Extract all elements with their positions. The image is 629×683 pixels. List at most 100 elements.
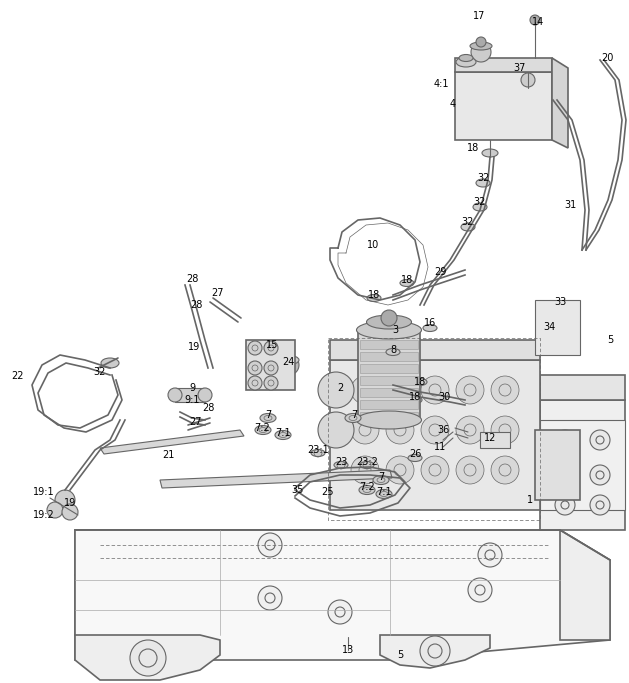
Text: 23:2: 23:2 [356,457,378,467]
Circle shape [491,456,519,484]
Ellipse shape [275,430,291,439]
Circle shape [590,495,610,515]
Ellipse shape [408,397,422,404]
Circle shape [318,412,354,448]
Text: 32: 32 [94,367,106,377]
Text: 21: 21 [162,450,174,460]
Polygon shape [455,58,552,72]
Bar [540,420,625,510]
Ellipse shape [360,462,374,469]
Circle shape [471,42,491,62]
Polygon shape [246,340,295,390]
Circle shape [264,361,278,375]
Polygon shape [75,635,220,680]
Text: 26: 26 [409,449,421,459]
Bar [175,388,205,402]
Text: 22: 22 [12,371,25,381]
Text: 2: 2 [337,383,343,393]
Circle shape [491,376,519,404]
Bar [360,388,418,397]
Text: 37: 37 [513,63,525,73]
Circle shape [420,636,450,666]
Text: 7:1: 7:1 [276,428,291,438]
Bar [360,340,418,349]
Text: 20: 20 [601,53,613,63]
Text: 23: 23 [335,457,347,467]
Polygon shape [455,72,552,140]
Text: 5: 5 [607,335,613,345]
Circle shape [590,430,610,450]
Text: 36: 36 [437,425,449,435]
Polygon shape [552,58,568,148]
Polygon shape [540,375,625,400]
Bar [360,352,418,361]
Circle shape [421,376,449,404]
Polygon shape [330,340,540,360]
Text: 18: 18 [467,143,479,153]
Circle shape [468,578,492,602]
Text: 7: 7 [378,472,384,482]
Text: 31: 31 [564,200,576,210]
Text: 34: 34 [543,322,555,332]
Bar [360,376,418,385]
Ellipse shape [376,490,392,499]
Text: 28: 28 [186,274,198,284]
Circle shape [456,456,484,484]
Text: 28: 28 [190,300,202,310]
Circle shape [318,372,354,408]
Circle shape [456,416,484,444]
Polygon shape [380,635,490,668]
Circle shape [351,456,379,484]
Text: 10: 10 [367,240,379,250]
Circle shape [491,416,519,444]
Text: 19: 19 [188,342,200,352]
Circle shape [264,341,278,355]
Text: 7:1: 7:1 [376,487,392,497]
Ellipse shape [456,57,476,67]
Text: 18: 18 [414,377,426,387]
Ellipse shape [311,449,325,456]
Ellipse shape [357,411,421,429]
Ellipse shape [386,348,400,355]
Circle shape [555,495,575,515]
Text: 35: 35 [292,485,304,495]
Circle shape [421,456,449,484]
Circle shape [258,586,282,610]
Circle shape [248,341,262,355]
Circle shape [248,376,262,390]
Text: 12: 12 [484,433,496,443]
Ellipse shape [168,388,182,402]
Bar [360,400,418,409]
Ellipse shape [359,486,375,494]
Text: 15: 15 [266,340,278,350]
Text: 16: 16 [424,318,436,328]
Circle shape [351,376,379,404]
Circle shape [264,376,278,390]
Circle shape [130,640,166,676]
Circle shape [478,543,502,567]
Circle shape [590,465,610,485]
Polygon shape [75,530,390,575]
Ellipse shape [482,149,498,157]
Text: 24: 24 [282,357,294,367]
Circle shape [47,502,63,518]
Circle shape [521,73,535,87]
Text: 9:1: 9:1 [184,395,200,405]
Text: 17: 17 [473,11,485,21]
Text: 18: 18 [409,392,421,402]
Text: 11: 11 [434,442,446,452]
Ellipse shape [279,355,299,365]
Text: 32: 32 [474,197,486,207]
Text: 25: 25 [322,487,334,497]
Text: 13: 13 [342,645,354,655]
Text: 19:1: 19:1 [33,487,55,497]
Ellipse shape [459,55,473,61]
Bar [480,432,510,448]
Text: 32: 32 [477,173,489,183]
Text: 32: 32 [462,217,474,227]
Text: 23:1: 23:1 [307,445,329,455]
Text: 14: 14 [532,17,544,27]
Text: 7: 7 [351,410,357,420]
Polygon shape [75,575,390,635]
Text: 1: 1 [527,495,533,505]
